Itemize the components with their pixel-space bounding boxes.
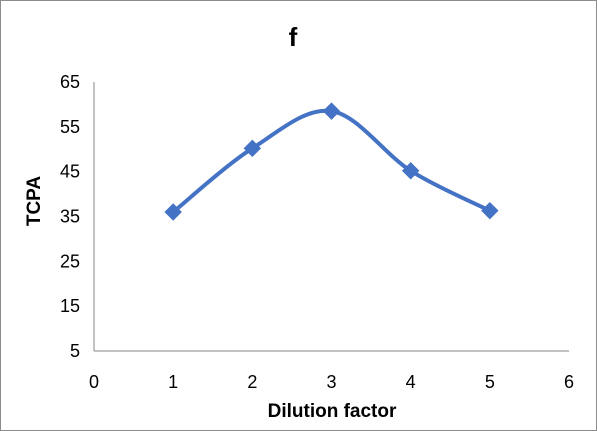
y-tick-label: 5 bbox=[70, 341, 80, 361]
y-tick-label: 65 bbox=[60, 72, 80, 92]
x-tick-label: 0 bbox=[89, 372, 99, 392]
y-tick-label: 25 bbox=[60, 251, 80, 271]
series-line bbox=[171, 108, 492, 215]
x-tick-label: 6 bbox=[564, 372, 574, 392]
x-tick-label: 4 bbox=[406, 372, 416, 392]
data-point-marker bbox=[401, 162, 420, 180]
chart-title: f bbox=[289, 22, 298, 52]
y-tick-labels: 5 15 25 35 45 55 65 bbox=[60, 72, 80, 361]
x-tick-label: 5 bbox=[485, 372, 495, 392]
y-axis-title: TCPA bbox=[24, 176, 45, 227]
y-tick-label: 45 bbox=[60, 162, 80, 182]
x-tick-labels: 0 1 2 3 4 5 6 bbox=[89, 372, 574, 392]
data-point-marker bbox=[164, 203, 182, 221]
y-tick-label: 35 bbox=[60, 207, 80, 227]
data-point-marker bbox=[481, 201, 499, 220]
y-tick-label: 15 bbox=[60, 296, 80, 316]
data-point-marker bbox=[243, 139, 262, 158]
plot-area bbox=[93, 82, 569, 352]
data-point-marker bbox=[322, 102, 341, 120]
x-tick-label: 2 bbox=[247, 372, 257, 392]
x-tick-label: 3 bbox=[326, 372, 336, 392]
x-axis-title: Dilution factor bbox=[268, 401, 397, 422]
x-tick-label: 1 bbox=[168, 372, 178, 392]
y-tick-label: 55 bbox=[60, 117, 80, 137]
